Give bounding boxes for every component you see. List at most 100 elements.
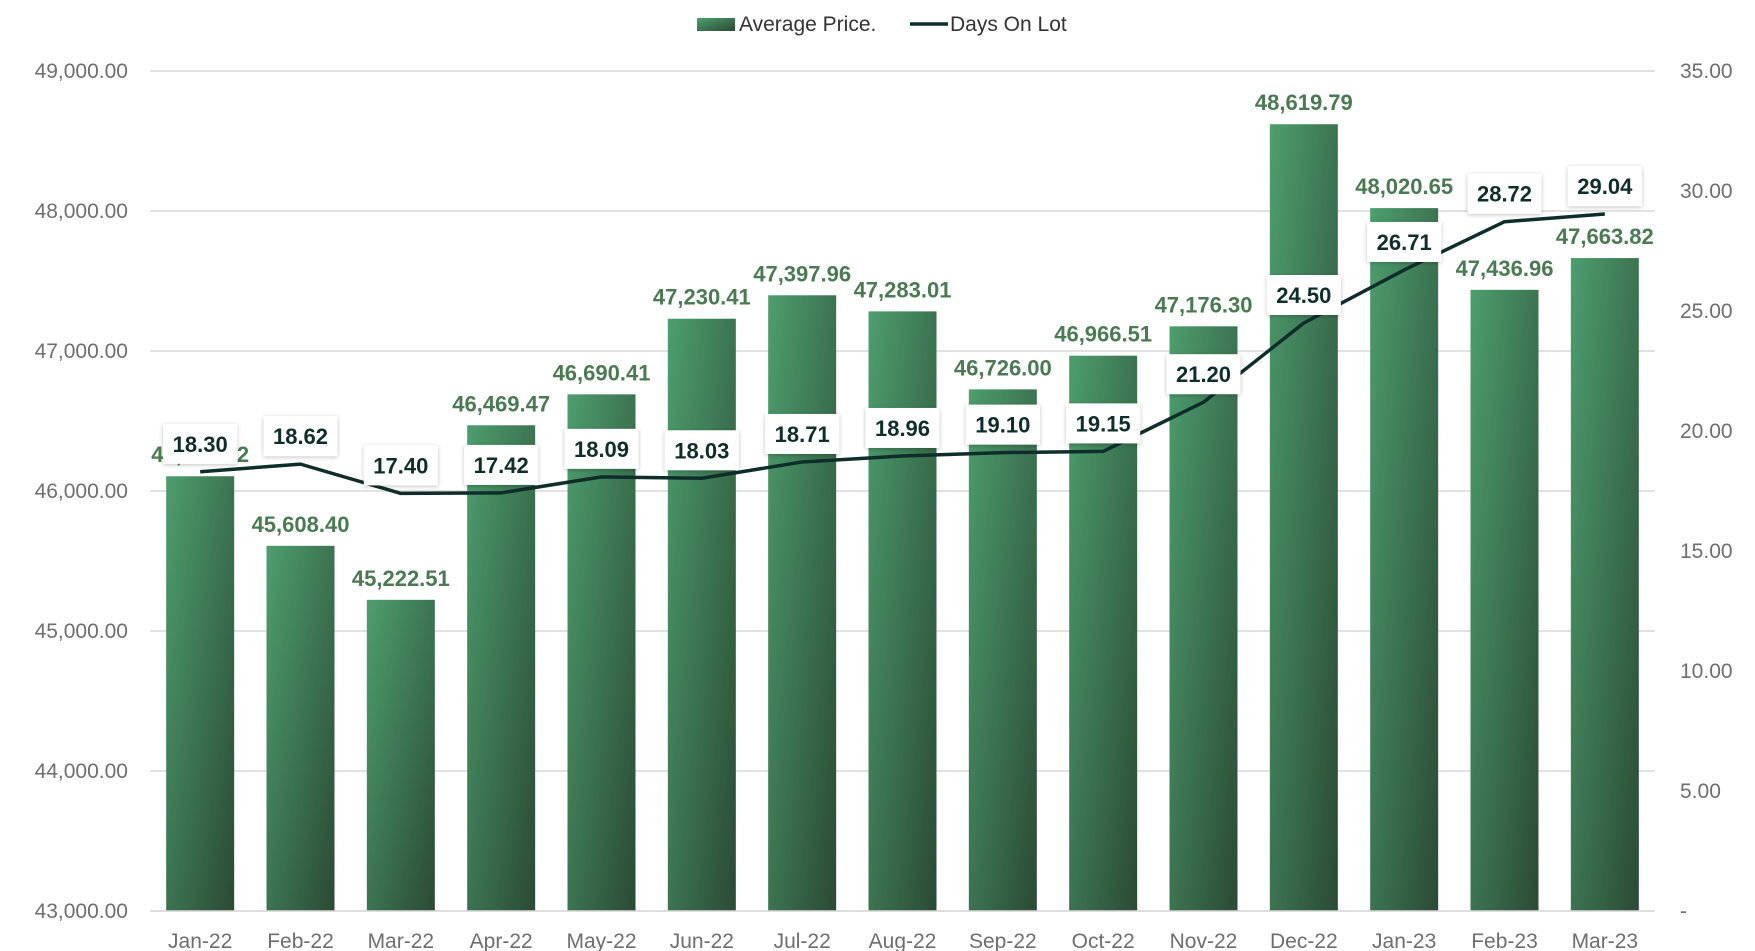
bar <box>868 311 937 911</box>
line-data-label: 24.50 <box>1276 283 1331 308</box>
line-data-label: 18.09 <box>574 437 629 462</box>
x-axis: Jan-22 Feb-22 Mar-22 Apr-22 May-22 Jun-22 Jul-… <box>150 910 1655 951</box>
line-data-label: 28.72 <box>1477 182 1532 207</box>
line-path <box>200 212 1605 496</box>
bars <box>166 124 1639 912</box>
line-label-box <box>865 407 940 448</box>
line-data-label: 21.20 <box>1176 362 1231 387</box>
line-label-box <box>664 430 739 471</box>
bar <box>266 545 335 911</box>
x-tick-label: Aug-22 <box>869 930 937 951</box>
line-data-label: 29.04 <box>1577 174 1633 199</box>
left-tick-label: 47,000.00 <box>35 340 128 363</box>
legend-bar-swatch <box>697 18 735 31</box>
line-label-box <box>765 413 840 454</box>
bar <box>968 389 1037 911</box>
line-data-label: 18.71 <box>775 422 830 447</box>
line-data-label: 18.03 <box>674 438 729 463</box>
line-data-label: 19.10 <box>975 413 1030 438</box>
bar <box>768 295 837 911</box>
bar <box>1269 124 1338 912</box>
bar <box>567 394 636 911</box>
right-tick-label: 25.00 <box>1680 300 1733 323</box>
days-on-lot-line <box>200 212 1605 496</box>
bar <box>1169 326 1238 911</box>
bar <box>467 425 536 911</box>
line-label-box <box>363 445 438 486</box>
x-tick-label: Dec-22 <box>1270 930 1338 951</box>
line-data-label: 18.62 <box>273 424 328 449</box>
x-tick-label: Sep-22 <box>969 930 1037 951</box>
line-data-label: 26.71 <box>1377 230 1432 255</box>
line-data-label: 17.42 <box>474 453 529 478</box>
bar <box>1570 258 1639 911</box>
x-tick-label: Jul-22 <box>774 930 831 951</box>
bar-data-label: 46,966.51 <box>1054 322 1152 347</box>
x-tick-label: Oct-22 <box>1072 930 1135 951</box>
bar-data-label: 47,436.96 <box>1456 256 1554 281</box>
bar-data-label: 46,690.41 <box>553 360 651 385</box>
bar-data-label: 47,663.82 <box>1556 224 1654 249</box>
right-axis: - 5.00 10.00 15.00 20.00 25.00 30.00 35.00 <box>1680 60 1733 923</box>
x-tick-label: Nov-22 <box>1170 930 1238 951</box>
line-label-box <box>1266 275 1341 315</box>
right-tick-label: 30.00 <box>1680 180 1733 203</box>
bar <box>1370 208 1439 911</box>
legend-line-label: Days On Lot <box>950 13 1067 36</box>
line-label-box <box>1066 403 1141 444</box>
bar <box>1470 289 1539 912</box>
bar-labels: 46,105.4245,608.4045,222.5146,469.4746,6… <box>151 90 1654 591</box>
x-tick-label: Apr-22 <box>470 930 533 951</box>
bar-data-label: 48,619.79 <box>1255 90 1353 115</box>
line-label-box <box>1567 166 1642 207</box>
right-tick-label: 20.00 <box>1680 420 1733 443</box>
bar-data-label: 47,397.96 <box>753 261 851 286</box>
line-labels: 18.30 18.62 17.40 17.42 18.09 18.03 18.71 18.96… <box>163 166 1642 486</box>
right-tick-label: - <box>1680 900 1687 923</box>
line-label-box <box>1367 221 1442 262</box>
x-tick-label: Mar-22 <box>368 930 435 951</box>
line-label-box <box>965 404 1040 445</box>
left-tick-label: 44,000.00 <box>35 760 128 783</box>
bar-data-label: 45,222.51 <box>352 566 450 591</box>
x-tick-label: Jan-22 <box>168 930 232 951</box>
line-label-box <box>263 416 338 457</box>
x-tick-label: Feb-22 <box>267 930 334 951</box>
bar <box>1069 355 1138 911</box>
right-tick-label: 5.00 <box>1680 780 1721 803</box>
bar-data-label: 46,469.47 <box>452 391 550 416</box>
right-tick-label: 35.00 <box>1680 60 1733 83</box>
x-tick-label: Feb-23 <box>1471 930 1538 951</box>
left-tick-label: 46,000.00 <box>35 480 128 503</box>
line-label-box <box>163 423 238 464</box>
line-data-label: 18.30 <box>173 432 228 457</box>
left-axis: 43,000.00 44,000.00 45,000.00 46,000.00 47,0… <box>35 60 128 923</box>
bar <box>366 599 435 911</box>
line-label-box <box>1467 173 1542 214</box>
line-label-box <box>564 428 639 469</box>
line-label-box <box>1166 354 1241 395</box>
bar-data-label: 46,726.00 <box>954 355 1052 380</box>
bar-data-label: 47,176.30 <box>1155 292 1253 317</box>
left-tick-label: 49,000.00 <box>35 60 128 83</box>
left-tick-label: 48,000.00 <box>35 200 128 223</box>
line-label-box <box>464 444 539 485</box>
bar <box>667 318 736 911</box>
x-tick-label: Mar-23 <box>1572 930 1639 951</box>
line-data-label: 19.15 <box>1076 411 1131 436</box>
bar <box>166 476 235 911</box>
x-tick-label: Jun-22 <box>670 930 734 951</box>
x-tick-label: Jan-23 <box>1372 930 1436 951</box>
right-tick-label: 10.00 <box>1680 660 1733 683</box>
bar-data-label: 47,283.01 <box>854 277 952 302</box>
x-tick-label: May-22 <box>566 930 636 951</box>
line-data-label: 18.96 <box>875 416 930 441</box>
right-tick-label: 15.00 <box>1680 540 1733 563</box>
line-data-label: 17.40 <box>373 453 428 478</box>
bar-data-label: 45,608.40 <box>252 512 350 537</box>
legend: Average Price. Days On Lot <box>697 13 1067 36</box>
bar-data-label: 48,020.65 <box>1355 174 1453 199</box>
legend-bar-label: Average Price. <box>739 13 876 36</box>
